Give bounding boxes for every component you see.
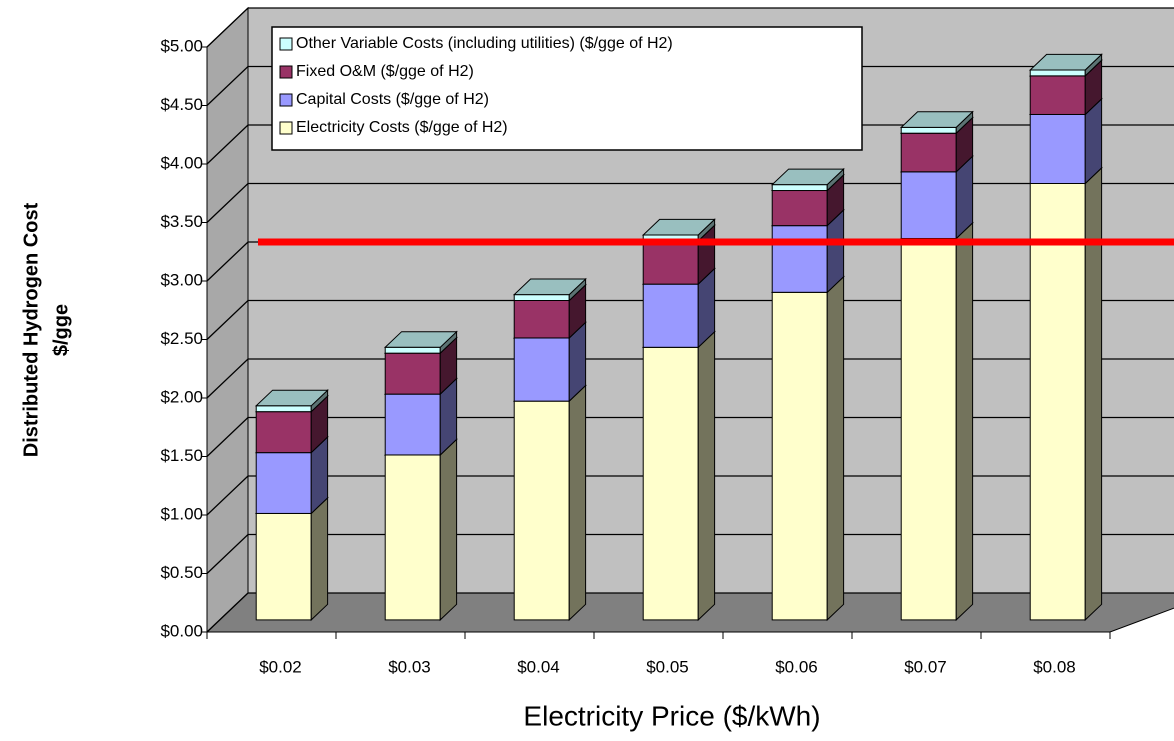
y-tick-label: $0.00: [160, 621, 203, 640]
legend-swatch: [279, 37, 293, 51]
bar-side: [697, 330, 716, 622]
bar-front: [513, 300, 570, 339]
bar-front: [642, 283, 699, 348]
bar-front: [900, 126, 957, 134]
bar-front: [255, 411, 312, 454]
bar-side: [568, 384, 587, 622]
bar-front: [1029, 113, 1086, 184]
y-tick-label: $2.00: [160, 387, 203, 406]
grid-line: [206, 416, 1174, 457]
y-tick-label: $4.00: [160, 153, 203, 172]
legend-label: Electricity Costs ($/gge of H2): [296, 119, 508, 136]
bar-front: [513, 400, 570, 621]
bar-front: [771, 225, 828, 293]
x-tick-label: $0.08: [1033, 657, 1076, 676]
bar-side: [826, 275, 845, 622]
bar-front: [642, 240, 699, 285]
y-tick-label: $5.00: [160, 36, 203, 55]
y-tick-label: $1.00: [160, 504, 203, 523]
bar-front: [255, 405, 312, 413]
bar-front: [384, 346, 441, 354]
bar-top: [641, 218, 716, 236]
x-tick-label: $0.03: [388, 657, 431, 676]
grid-line: [206, 124, 1174, 165]
bar-top: [383, 331, 458, 348]
y-tick-label: $3.00: [160, 270, 203, 289]
grid-line: [206, 592, 1174, 633]
y-axis-title-line: $/gge: [50, 304, 72, 356]
bar-side: [955, 221, 974, 622]
bar-front: [255, 512, 312, 621]
y-tick-label: $4.50: [160, 95, 203, 114]
bar-front: [771, 184, 828, 192]
y-tick-label: $1.50: [160, 446, 203, 465]
grid-line: [206, 65, 1174, 106]
bar-top: [770, 168, 845, 186]
bar-front: [1029, 75, 1086, 115]
bar-top: [899, 111, 974, 128]
bar-front: [384, 393, 441, 456]
bar-front: [513, 294, 570, 301]
legend-label: Capital Costs ($/gge of H2): [296, 91, 489, 108]
bar-front: [900, 171, 957, 239]
bar-front: [771, 190, 828, 227]
legend-label: Fixed O&M ($/gge of H2): [296, 63, 474, 80]
x-tick-label: $0.02: [259, 657, 302, 676]
y-tick-label: $3.50: [160, 212, 203, 231]
y-axis-title: Distributed Hydrogen Cost $/gge: [20, 202, 72, 457]
bar-side: [1084, 166, 1103, 622]
legend-box: [271, 26, 863, 151]
grid-line: [206, 182, 1174, 223]
bar-front: [1029, 183, 1086, 621]
bar-front: [900, 132, 957, 173]
bar-side: [310, 496, 329, 622]
bar-top: [512, 278, 587, 296]
bar-front: [384, 352, 441, 395]
legend-label: Other Variable Costs (including utilitie…: [296, 35, 673, 52]
bar-front: [384, 454, 441, 621]
bar-front: [900, 237, 957, 621]
x-tick-label: $0.05: [646, 657, 689, 676]
x-tick-label: $0.06: [775, 657, 818, 676]
grid-line: [206, 299, 1174, 340]
bar-side: [439, 438, 458, 622]
legend-swatch: [279, 65, 293, 79]
bar-front: [1029, 69, 1086, 77]
y-axis-title-line: Distributed Hydrogen Cost: [20, 202, 42, 457]
grid-line: [206, 358, 1174, 399]
bar-top: [1028, 53, 1103, 71]
bar-front: [771, 291, 828, 621]
bar-front: [513, 337, 570, 402]
grid-line: [206, 7, 1174, 48]
bar-front: [255, 452, 312, 514]
y-tick-label: $0.50: [160, 563, 203, 582]
legend-swatch: [279, 93, 293, 107]
grid-line: [206, 533, 1174, 574]
x-tick-label: $0.07: [904, 657, 947, 676]
y-tick-label: $2.50: [160, 329, 203, 348]
bar-top: [254, 389, 329, 407]
grid-line: [206, 475, 1174, 516]
x-axis-title: Electricity Price ($/kWh): [523, 700, 820, 731]
bar-front: [642, 346, 699, 621]
x-tick-label: $0.04: [517, 657, 560, 676]
legend-swatch: [279, 121, 293, 135]
